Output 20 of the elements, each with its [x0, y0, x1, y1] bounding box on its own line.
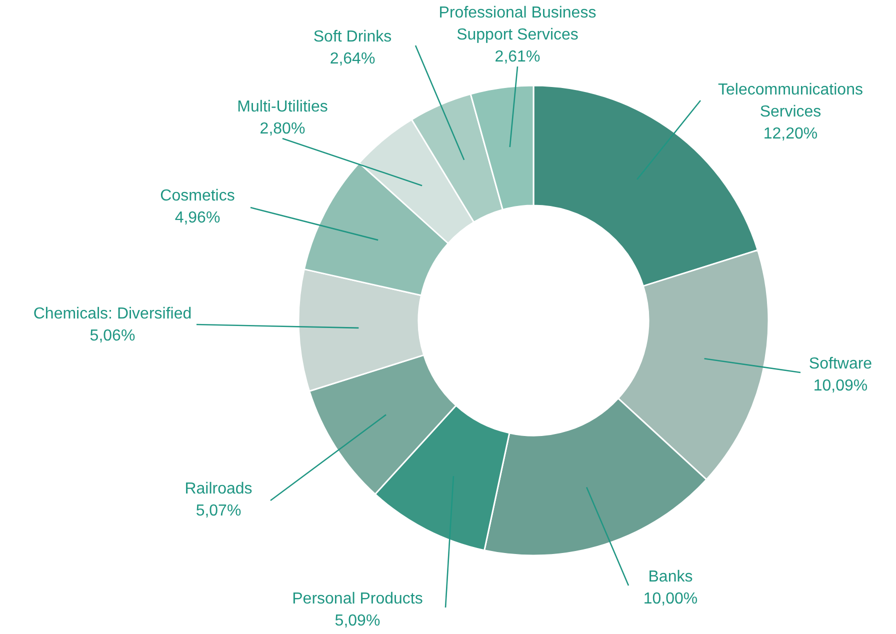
- data-label: 5,07%: [196, 502, 242, 520]
- slice-label: Chemicals: Diversified: [33, 306, 192, 322]
- slice-label: Personal Products: [292, 590, 423, 608]
- data-label: 12,20%: [763, 126, 818, 143]
- slice-label: Professional Business Support Services: [438, 4, 596, 44]
- data-label: 4,96%: [174, 210, 220, 227]
- slice-label: Railroads: [184, 480, 252, 498]
- data-label: 2,61%: [494, 48, 540, 66]
- data-label: 5,09%: [334, 612, 380, 630]
- data-label: 5,06%: [90, 328, 136, 345]
- data-label: 2,80%: [260, 120, 306, 138]
- slice-label: Multi-Utilities: [237, 98, 328, 116]
- slice-label: Telecommunications Services: [718, 82, 863, 121]
- slice-label: Banks: [648, 568, 693, 586]
- slice-label: Soft Drinks: [313, 28, 392, 46]
- data-label: 2,64%: [330, 50, 376, 68]
- data-label: 10,00%: [643, 590, 698, 608]
- slice-label: Cosmetics: [160, 188, 235, 204]
- data-label: 10,09%: [813, 378, 868, 395]
- slice-label: Software: [808, 356, 872, 372]
